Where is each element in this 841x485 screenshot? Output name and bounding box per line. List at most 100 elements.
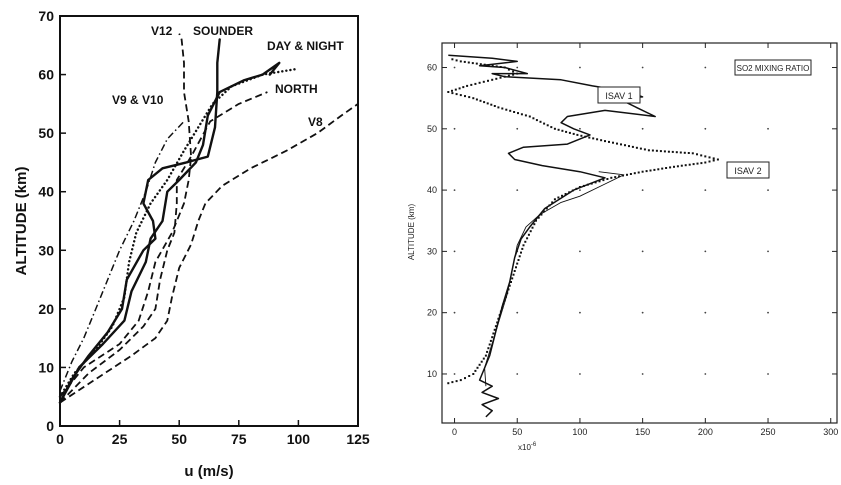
right-grid-dot <box>516 311 519 314</box>
right-series-dotted-2-dot <box>511 277 514 280</box>
right-series-dotted-2-dot <box>688 163 691 166</box>
right-y-tick-label: 20 <box>427 308 437 318</box>
right-series-dotted-2-dot <box>517 112 519 115</box>
right-series-dotted-2-dot <box>497 106 500 109</box>
left-plot-frame <box>59 15 359 427</box>
right-series-dotted-2-dot <box>497 317 500 320</box>
left-series-line-v12 <box>59 33 193 398</box>
right-series <box>447 54 719 418</box>
right-series-dotted-2-dot <box>571 189 574 192</box>
right-series-dotted-2-dot <box>524 240 527 243</box>
right-x-tick-labels: 0 50 100 150 200 250 300 <box>452 427 838 437</box>
right-grid-dot <box>579 127 581 130</box>
right-series-dotted-2-dot <box>535 219 537 222</box>
right-series-dotted-2-dot <box>618 175 621 178</box>
left-y-tick-label: 60 <box>38 67 54 83</box>
right-x-tick-label: 200 <box>698 427 713 437</box>
right-grid-dot <box>579 66 581 69</box>
right-series-dotted-2-dot <box>624 144 626 147</box>
right-series-dotted-2-dot <box>482 80 485 83</box>
right-series-dotted-2-dot <box>474 82 477 85</box>
right-series-dotted-2-dot <box>458 87 461 90</box>
right-grid-dot <box>641 250 644 253</box>
right-series-dotted-2-dot <box>696 162 699 165</box>
right-series-dotted-2-dot <box>493 105 496 107</box>
right-series-dotted-2-dot <box>476 366 479 369</box>
label-v9-v10: V9 & V10 <box>112 93 164 107</box>
right-series-dotted-2-dot <box>513 111 516 113</box>
right-series-dotted-2-dot <box>494 325 497 328</box>
right-series-dotted-2-dot <box>639 147 642 150</box>
right-series-dotted-2-dot <box>588 136 591 139</box>
right-series-dotted-2-dot <box>537 216 540 219</box>
right-series-dotted-2-dot <box>505 108 508 111</box>
right-series-dotted-2-dot <box>651 149 654 152</box>
right-series-dotted-2-dot <box>602 179 605 182</box>
right-series-dotted-2-dot <box>475 98 478 101</box>
right-grid-dot <box>704 373 707 375</box>
isav1-box <box>597 86 641 104</box>
right-grid-dot <box>453 373 456 375</box>
right-x-tick-label: 300 <box>823 427 838 437</box>
right-series-dotted-2-dot <box>675 151 678 154</box>
right-y-tick-label: 10 <box>427 369 437 379</box>
left-y-tick-label: 50 <box>38 125 54 141</box>
right-series-dotted-2-dot <box>486 350 489 353</box>
right-series-dotted-2-dot <box>598 180 601 183</box>
right-series-dotted-2-dot <box>635 146 638 149</box>
right-series-dotted-2-dot <box>600 139 603 142</box>
right-series-dotted-2-dot <box>488 343 491 346</box>
right-series-dotted-2-dot <box>704 155 707 158</box>
right-x-multiplier-base: x10 <box>518 443 531 452</box>
right-series-dotted-2-dot <box>455 380 458 383</box>
right-series-dotted-2-dot <box>467 61 470 64</box>
right-series-dotted-2-dot <box>557 196 560 199</box>
right-series-dotted-2-dot <box>614 176 617 179</box>
right-series-dotted-2-dot <box>667 150 670 153</box>
left-y-axis-label: ALTITUDE (km) <box>13 167 30 276</box>
right-series-dotted-2-dot <box>466 84 469 87</box>
right-series-dotted-2-dot <box>499 310 502 313</box>
right-grid-dot <box>579 250 581 253</box>
right-series-dotted-2-dot <box>592 137 595 140</box>
right-ticks <box>442 43 837 423</box>
right-series-dotted-2-dot <box>515 266 517 269</box>
left-x-tick-label: 50 <box>171 431 187 447</box>
right-series-dotted-2-dot <box>528 115 531 118</box>
right-series-dotted-2-dot <box>520 251 522 254</box>
right-series-dotted-2-dot <box>692 163 695 166</box>
right-series-dotted-2-dot <box>451 381 454 384</box>
right-series-dotted-2-dot <box>586 183 589 186</box>
right-x-tick-label: 250 <box>761 427 776 437</box>
right-grid-dot <box>767 373 769 375</box>
right-grid-dot <box>453 66 456 69</box>
right-series-dotted-2-dot <box>506 292 509 295</box>
right-series-dotted-2-dot <box>539 120 542 123</box>
right-series-dotted-2-dot <box>606 178 609 180</box>
right-series-dotted-2-dot <box>501 306 504 309</box>
right-chart: 10 20 30 40 50 60 0 50 100 150 200 250 300 ALTITUDE… <box>407 42 838 452</box>
right-series-dotted-2-dot <box>533 223 536 226</box>
right-series-dotted-2-dot <box>612 141 614 144</box>
right-y-tick-label: 40 <box>427 185 437 195</box>
right-series-dotted-2-dot <box>531 226 534 229</box>
right-grid-dot <box>516 373 519 375</box>
right-series-dotted-2-dot <box>484 354 487 357</box>
right-series-dotted-2-dot <box>546 124 549 127</box>
right-series-dotted-2-dot <box>454 88 457 91</box>
legend-box <box>734 59 812 76</box>
right-series-dotted-2-dot <box>470 83 473 86</box>
right-series-dotted-2-dot <box>529 230 532 233</box>
right-series-dotted-2-dot <box>671 150 674 153</box>
right-series-dotted-2-dot <box>526 237 529 240</box>
right-grid-dot <box>704 189 707 191</box>
right-series-dotted-2-dot <box>512 73 515 76</box>
right-series-dotted-2-dot <box>464 95 466 98</box>
right-series-dotted-2-dot <box>657 168 660 171</box>
right-series-dotted-2-dot <box>684 164 687 167</box>
left-series-line-unlabeled-6 <box>59 120 185 392</box>
right-grid-dots <box>453 66 769 375</box>
right-plot-frame <box>441 42 838 424</box>
right-series-dotted-2-dot <box>447 382 450 385</box>
